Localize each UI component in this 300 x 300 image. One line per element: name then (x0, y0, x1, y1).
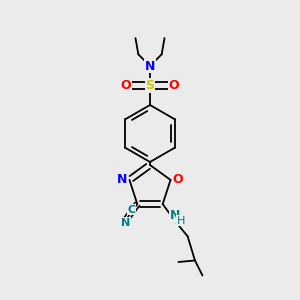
Text: C: C (127, 205, 136, 214)
Text: H: H (176, 216, 185, 226)
Text: N: N (170, 209, 181, 222)
Text: N: N (121, 218, 130, 228)
Text: N: N (117, 172, 127, 185)
Text: O: O (121, 79, 131, 92)
Text: N: N (145, 59, 155, 73)
Text: S: S (146, 79, 154, 92)
Text: O: O (173, 172, 183, 185)
Text: O: O (169, 79, 179, 92)
